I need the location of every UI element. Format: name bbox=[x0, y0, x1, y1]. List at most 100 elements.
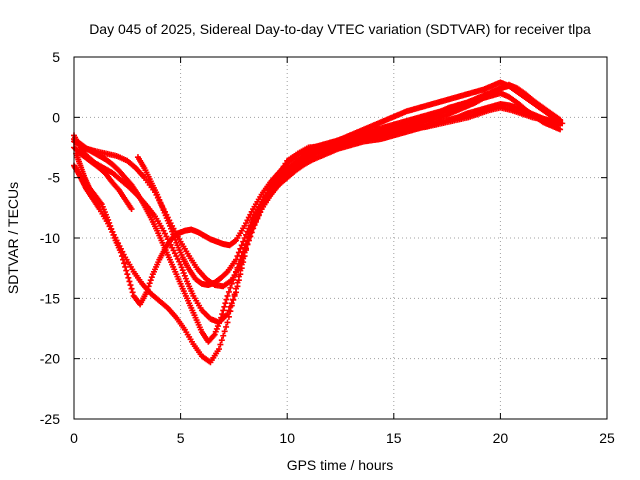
data-point bbox=[215, 320, 222, 327]
data-point bbox=[242, 241, 249, 248]
data-point bbox=[235, 273, 242, 280]
data-point bbox=[235, 249, 242, 256]
data-point bbox=[230, 296, 237, 303]
y-tick-label: 5 bbox=[52, 49, 60, 65]
y-tick-label: -25 bbox=[40, 411, 60, 427]
data-point bbox=[223, 296, 230, 303]
data-point bbox=[219, 311, 226, 318]
data-point bbox=[233, 268, 240, 275]
series-pass-1 bbox=[71, 104, 566, 290]
data-point bbox=[225, 313, 232, 320]
data-point bbox=[221, 328, 228, 335]
data-point bbox=[235, 260, 242, 267]
data-point bbox=[177, 261, 184, 268]
data-point bbox=[166, 222, 173, 229]
data-point bbox=[231, 238, 238, 245]
series-pass-5 bbox=[71, 90, 564, 289]
y-tick-label: -5 bbox=[48, 170, 61, 186]
data-point bbox=[223, 323, 230, 330]
data-point bbox=[228, 302, 235, 309]
data-point bbox=[212, 328, 219, 335]
y-tick-label: -15 bbox=[40, 290, 60, 306]
data-point bbox=[169, 228, 176, 235]
data-point bbox=[557, 117, 564, 124]
data-point bbox=[223, 269, 230, 276]
data-point bbox=[224, 292, 231, 299]
x-tick-label: 5 bbox=[177, 430, 185, 446]
data-point bbox=[126, 278, 133, 285]
data-point bbox=[217, 341, 224, 348]
data-point bbox=[172, 237, 179, 244]
y-tick-label: -20 bbox=[40, 351, 60, 367]
series-pass-3 bbox=[73, 82, 564, 308]
data-point bbox=[121, 260, 128, 267]
data-point bbox=[227, 308, 234, 315]
data-point bbox=[129, 289, 136, 296]
data-point bbox=[123, 267, 130, 274]
data-point bbox=[233, 285, 240, 292]
data-point bbox=[213, 325, 220, 332]
series-pass-4 bbox=[71, 79, 564, 366]
data-point bbox=[224, 319, 231, 326]
data-point bbox=[148, 274, 155, 281]
data-point bbox=[231, 272, 238, 279]
data-point bbox=[179, 267, 186, 274]
data-point bbox=[211, 331, 218, 338]
data-point bbox=[221, 303, 228, 310]
data-point bbox=[128, 285, 135, 292]
data-point bbox=[231, 291, 238, 298]
data-point bbox=[238, 261, 245, 268]
y-axis-label: SDTVAR / TECUs bbox=[5, 182, 21, 294]
data-point bbox=[181, 272, 188, 279]
data-point bbox=[214, 323, 221, 330]
data-point bbox=[557, 126, 564, 133]
data-point bbox=[245, 233, 252, 240]
series-pass-6 bbox=[71, 81, 564, 345]
data-point bbox=[244, 237, 251, 244]
data-point bbox=[124, 271, 131, 278]
data-point bbox=[218, 337, 225, 344]
x-tick-label: 15 bbox=[386, 430, 402, 446]
data-point bbox=[217, 317, 224, 324]
data-point bbox=[237, 256, 244, 263]
data-point bbox=[220, 307, 227, 314]
axes: 0 5 10 15 20 25 -25 -20 -15 -10 -5 0 5 bbox=[40, 49, 615, 446]
data-point bbox=[228, 280, 235, 287]
data-point bbox=[215, 346, 222, 353]
x-axis-label: GPS time / hours bbox=[287, 457, 394, 473]
data-point bbox=[237, 245, 244, 252]
data-point bbox=[180, 269, 187, 276]
x-tick-label: 0 bbox=[70, 430, 78, 446]
data-point bbox=[146, 280, 153, 287]
data-point bbox=[247, 222, 254, 229]
data-point bbox=[237, 267, 244, 274]
data-point bbox=[227, 284, 234, 291]
data-point bbox=[247, 230, 254, 237]
x-tick-label: 20 bbox=[493, 430, 509, 446]
chart-title: Day 045 of 2025, Sidereal Day-to-day VTE… bbox=[89, 21, 591, 37]
data-point bbox=[147, 277, 154, 284]
data-points bbox=[71, 79, 566, 366]
data-point bbox=[240, 248, 247, 255]
data-point bbox=[218, 314, 225, 321]
data-point bbox=[178, 264, 185, 271]
y-tick-label: 0 bbox=[52, 109, 60, 125]
data-point bbox=[182, 275, 189, 282]
data-point bbox=[220, 332, 227, 339]
data-point bbox=[225, 288, 232, 295]
data-point bbox=[122, 263, 129, 270]
data-point bbox=[168, 225, 175, 232]
data-point bbox=[222, 300, 229, 307]
data-point bbox=[171, 234, 178, 241]
y-tick-label: -10 bbox=[40, 230, 60, 246]
data-point bbox=[238, 252, 245, 259]
data-point bbox=[234, 264, 241, 271]
data-point bbox=[248, 226, 255, 233]
data-point bbox=[128, 206, 135, 213]
x-tick-label: 25 bbox=[599, 430, 615, 446]
x-tick-label: 10 bbox=[279, 430, 295, 446]
data-point bbox=[230, 276, 237, 283]
data-point bbox=[127, 282, 134, 289]
data-point bbox=[241, 244, 248, 251]
